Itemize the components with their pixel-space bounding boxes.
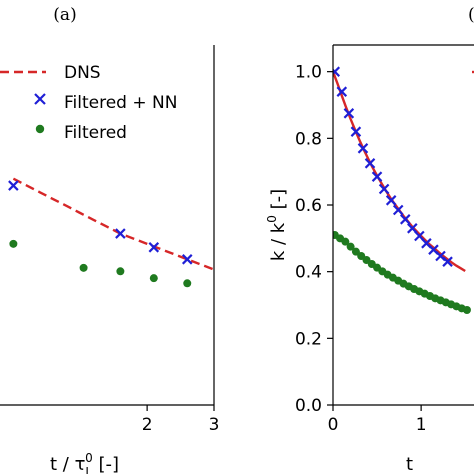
panel-b-filtered_nn-point — [336, 86, 348, 97]
panel-b-y-axis-label-suffix: [-] — [268, 189, 289, 215]
panel-a-filtered-point — [149, 274, 158, 283]
panel-b-filtered-point — [462, 306, 471, 314]
panel-b-filtered-point — [341, 237, 350, 246]
panel-b-filtered_nn-point — [371, 171, 383, 182]
panel-a-x-axis-label-sub: L — [85, 465, 92, 474]
legend-filtered-swatch — [35, 124, 45, 134]
panel-a-x-tick-label: 2 — [142, 415, 153, 435]
panel-a-x-axis-label-suffix: [-] — [93, 454, 119, 474]
legend-filtered-label: Filtered — [64, 123, 127, 143]
legend-filtered-nn-marker — [34, 93, 46, 105]
panel-b-filtered_nn-point — [343, 108, 355, 119]
panel-a-filtered_nn-point — [181, 254, 193, 265]
panel-b-filtered_nn-point — [392, 204, 404, 216]
panel-a-filtered-point — [116, 267, 125, 276]
panel-b-y-tick-label: 0.4 — [295, 263, 322, 283]
panel-b-filtered-series — [333, 231, 471, 314]
panel-a-x-axis-label: t / τL0 [-] — [50, 451, 119, 474]
panel-b-y-tick-label: 0.0 — [295, 396, 322, 416]
panel-a-filtered-point — [183, 279, 192, 288]
panel-b-y-tick-label: 0.2 — [295, 329, 322, 349]
panel-a-filtered-point — [79, 263, 88, 272]
panel-a-filtered-series — [9, 239, 192, 288]
panel-b-y-axis-label-main: k / k — [268, 222, 289, 261]
panel-a-legend: DNS Filtered + NN Filtered — [0, 63, 177, 143]
panel-b-y-axis-label: k / k0 [-] — [265, 189, 289, 261]
panel-b-filtered_nn-point — [378, 183, 390, 195]
panel-a-dns-series — [12, 177, 214, 271]
panel-a-filtered-point — [9, 239, 18, 248]
panel-b-filtered_nn-point — [385, 195, 397, 206]
legend-filtered-nn-label: Filtered + NN — [64, 93, 177, 113]
panel-a-plot-area — [8, 177, 214, 288]
panel-b-filtered-point — [346, 242, 355, 251]
panel-b-label: ( — [468, 5, 474, 25]
panel-a-x-tick-label: 3 — [209, 415, 220, 435]
panel-b-axes — [332, 44, 474, 406]
panel-b-y-tick-label: 0.8 — [295, 129, 322, 149]
panel-a-x-axis-label-main: t / τ — [50, 454, 85, 474]
panel-a-x-axis-label-sup: 0 — [85, 451, 93, 465]
panel-b-filtered_nn-point — [442, 256, 453, 267]
panel-a-filtered_nn-point — [148, 242, 160, 253]
legend-dns-label: DNS — [64, 63, 101, 83]
panel-b-y-tick-label: 0.6 — [295, 196, 322, 216]
panel-a-filtered_nn-point — [8, 180, 19, 191]
panel-a-label: (a) — [53, 5, 76, 25]
panel-b-x-tick-label: 1 — [416, 415, 427, 435]
panel-b-y-ticks: 0.0 0.2 0.4 0.6 0.8 1.0 — [295, 63, 333, 416]
panel-b-filtered-point — [351, 247, 360, 256]
legend-filtered-nn-swatch — [34, 93, 46, 105]
panel-b-filtered_nn-point — [364, 158, 376, 169]
panel-b-filtered_nn-point — [399, 214, 411, 225]
panel-b-plot-area — [333, 66, 471, 314]
panel-b-filtered_nn-point — [333, 66, 341, 77]
panel-a-filtered-nn-series — [8, 180, 193, 265]
panel-b-y-tick-label: 1.0 — [295, 63, 322, 83]
panel-a-dns-line — [12, 177, 214, 271]
panel-b-x-tick-label: 0 — [328, 415, 339, 435]
panel-b-y-axis-label-sup: 0 — [265, 215, 279, 223]
panel-b-x-axis-label: t — [406, 454, 413, 474]
panel-b-dns-line — [333, 71, 466, 273]
panel-b-dns-series — [333, 71, 466, 273]
panel-b-filtered_nn-point — [350, 126, 362, 137]
panel-a-axes — [0, 45, 215, 406]
panel-b-filtered-nn-series — [333, 66, 453, 267]
panel-a-filtered_nn-point — [115, 228, 126, 239]
panel-b-filtered_nn-point — [357, 143, 369, 154]
